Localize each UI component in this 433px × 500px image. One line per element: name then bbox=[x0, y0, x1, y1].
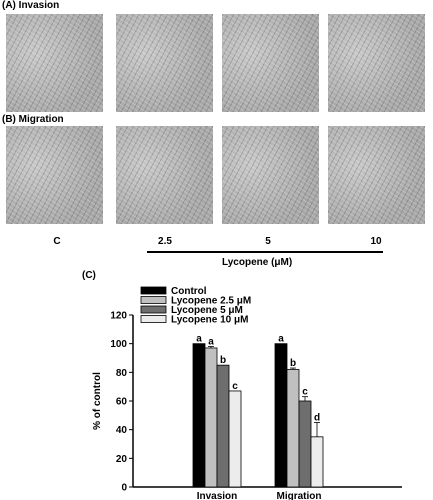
legend-swatch bbox=[140, 296, 167, 304]
significance-letter: a bbox=[208, 337, 214, 348]
category-label: Invasion bbox=[197, 491, 238, 500]
bar bbox=[204, 347, 218, 488]
significance-letter: c bbox=[232, 381, 238, 392]
y-axis-label: % of control bbox=[92, 372, 103, 430]
migration-image-5 bbox=[222, 126, 319, 224]
significance-letter: b bbox=[290, 358, 296, 369]
legend-label: Control bbox=[171, 286, 207, 297]
bar bbox=[310, 436, 324, 488]
invasion-image-control bbox=[6, 14, 103, 112]
legend-swatch bbox=[140, 305, 167, 314]
bar bbox=[298, 400, 312, 488]
y-tick-label: 100 bbox=[110, 339, 127, 350]
bar bbox=[286, 369, 300, 488]
invasion-image-2-5 bbox=[116, 14, 213, 112]
significance-letter: d bbox=[314, 413, 320, 424]
condition-label-10: 10 bbox=[370, 236, 382, 247]
legend-label: Lycopene 5 μM bbox=[171, 305, 243, 316]
lycopene-axis-label: Lycopene (μM) bbox=[222, 257, 293, 268]
condition-label-control: C bbox=[53, 236, 61, 247]
migration-image-10 bbox=[328, 126, 425, 224]
condition-label-5: 5 bbox=[265, 236, 271, 247]
bar bbox=[228, 390, 242, 488]
bar bbox=[274, 343, 288, 488]
invasion-image-10 bbox=[328, 14, 425, 112]
significance-letter: c bbox=[302, 387, 308, 398]
y-tick-label: 120 bbox=[110, 311, 127, 322]
y-tick-label: 0 bbox=[121, 483, 127, 494]
panel-a-label: (A) Invasion bbox=[2, 0, 60, 11]
bar bbox=[216, 364, 230, 488]
panel-c-label: (C) bbox=[82, 270, 96, 281]
significance-letter: b bbox=[220, 355, 226, 366]
legend-label: Lycopene 10 μM bbox=[171, 315, 248, 326]
y-tick-label: 80 bbox=[116, 368, 128, 379]
legend-label: Lycopene 2.5 μM bbox=[171, 296, 251, 307]
migration-image-control bbox=[6, 126, 103, 224]
y-tick-label: 40 bbox=[116, 425, 128, 436]
legend-swatch bbox=[140, 286, 167, 295]
migration-image-2-5 bbox=[116, 126, 213, 224]
panel-b-label: (B) Migration bbox=[2, 114, 64, 125]
category-label: Migration bbox=[277, 491, 322, 500]
y-tick-label: 20 bbox=[116, 454, 128, 465]
condition-label-2-5: 2.5 bbox=[158, 236, 172, 247]
lycopene-bracket-line bbox=[147, 251, 383, 253]
legend-swatch bbox=[140, 315, 167, 323]
significance-letter: a bbox=[196, 334, 202, 345]
invasion-image-5 bbox=[222, 14, 319, 112]
significance-letter: a bbox=[278, 334, 284, 345]
y-tick-label: 60 bbox=[116, 397, 128, 408]
bar bbox=[192, 343, 206, 488]
